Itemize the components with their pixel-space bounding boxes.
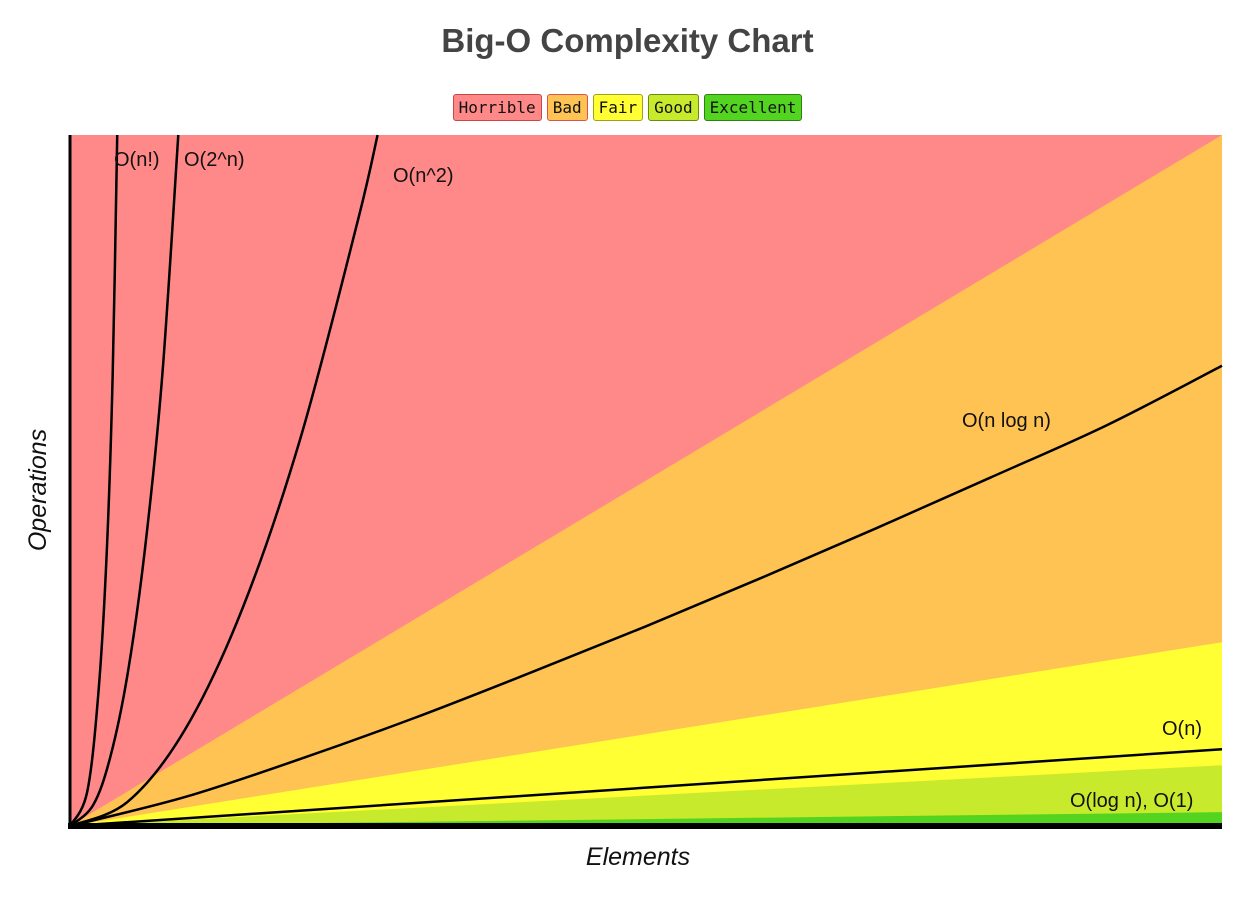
- curve-o-2-n-: [69, 134, 180, 827]
- curve-o-n-log-n-: [69, 364, 1223, 828]
- x-axis-label: Elements: [586, 843, 690, 871]
- label-exponential: O(2^n): [184, 149, 245, 171]
- label-nlogn: O(n log n): [962, 410, 1051, 432]
- legend: Horrible Bad Fair Good Excellent: [0, 94, 1255, 121]
- chart-title: Big-O Complexity Chart: [441, 22, 814, 59]
- region-excellent: [70, 812, 1222, 826]
- legend-item-good: Good: [648, 94, 699, 121]
- legend-item-fair: Fair: [592, 94, 644, 121]
- legend-item-bad: Bad: [546, 94, 588, 121]
- legend-item-horrible: Horrible: [452, 94, 542, 121]
- label-linear: O(n): [1162, 718, 1202, 740]
- curve-o-n-: [68, 134, 119, 827]
- region-fair: [70, 642, 1222, 826]
- label-factorial: O(n!): [114, 149, 160, 171]
- curve-o-n-2-: [69, 134, 379, 828]
- curve-o-n-: [69, 748, 1223, 828]
- label-log-constant: O(log n), O(1): [1070, 790, 1193, 812]
- region-bad: [70, 135, 1222, 826]
- legend-item-excellent: Excellent: [703, 94, 803, 121]
- y-axis-label: Operations: [24, 429, 52, 551]
- region-good: [70, 765, 1222, 826]
- label-quadratic: O(n^2): [393, 165, 454, 187]
